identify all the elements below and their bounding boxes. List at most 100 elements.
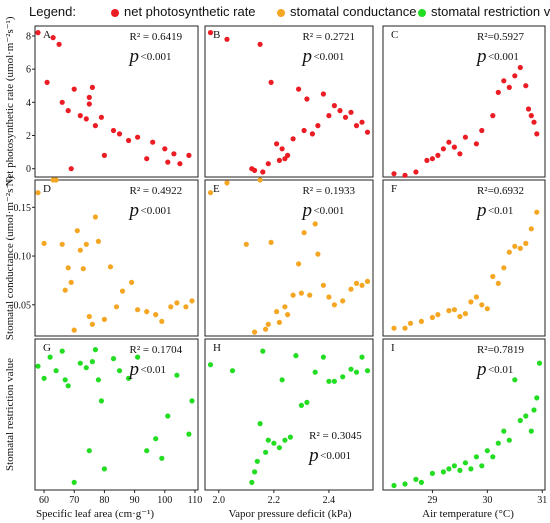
panel-c-point [534,131,540,137]
panel-h-r-squared: R² = 0.3045 [309,430,362,442]
panel-e-point [263,326,269,332]
panel-b-point [265,161,271,167]
panel-g-x-tick-label: 60 [39,495,49,506]
panel-b-p-symbol: p [300,46,312,67]
panel-b-point [252,167,258,173]
panel-i-x-tick-label: 29 [427,495,437,506]
panel-f-point [523,240,529,246]
panel-b-point [224,36,230,42]
panel-a-point [126,137,132,144]
panel-b-point [276,157,282,163]
legend-label-photosynthetic: net photosynthetic rate [124,4,256,19]
panel-f-point [468,299,474,305]
panel-i-point [462,460,468,466]
panel-g-point [135,354,141,360]
panel-e-point [301,230,307,236]
panel-f-point [517,245,523,251]
panel-e-r-squared: R² = 0.1933 [302,185,355,197]
panel-h-point [359,354,365,360]
panel-f-point [534,209,540,215]
panel-h-frame [204,338,374,491]
panel-g-point [41,375,47,381]
panel-i-point [446,466,452,472]
panel-e-point [359,282,365,288]
panel-g-point [165,413,171,419]
panel-h-point [254,458,260,464]
panel-f-point [446,308,452,314]
panel-e-label: E [213,183,220,195]
panel-i-p-value: <0.01 [488,364,513,376]
panel-d-point [189,298,195,304]
y-axis-title-stomatal-restriction: Stomatal restriction value [4,358,16,471]
panel-c-point [462,134,468,140]
panel-g-point [77,360,83,366]
panel-e-point [243,241,249,247]
legend-label-conductance: stomatal conductance [290,4,417,19]
panel-d-point [101,316,107,322]
panel-d-point [80,266,86,272]
panel-d-point [159,318,165,324]
panel-e-point [320,282,326,288]
panel-b-label: B [213,29,220,41]
panel-d-p-value: <0.001 [141,205,172,217]
panel-d-point [129,279,135,285]
panel-f-point [484,306,490,312]
panel-c-point [391,171,397,177]
panel-g-point [71,479,77,485]
legend-marker-photosynthetic [111,9,119,17]
panel-d-point [59,241,65,247]
panel-h-point [331,378,337,384]
panel-g-point [86,448,92,454]
panel-c-point [440,146,446,152]
panel-a-point [165,159,171,165]
panel-g-point [95,377,101,383]
panel-g-x-tick-label: 100 [157,495,172,506]
panel-a-point [92,123,98,129]
panel-f-point [402,325,408,331]
panel-g-point [186,431,192,437]
panel-c-point [457,151,463,157]
panel-h-point [229,368,236,374]
panel-e-point [312,221,318,227]
panel-e-point [348,286,354,292]
panel-d-point [119,288,126,294]
panel-g-point [35,363,41,369]
panel-i-point [473,454,479,460]
x-axis-title-vapor-pressure-deficit: Vapor pressure deficit (kPa) [228,508,351,520]
panel-h-point [348,366,354,372]
panel-a-point [83,116,89,122]
panel-h-point [252,469,258,475]
panel-a-point [110,127,117,134]
panel-g-label: G [43,342,51,354]
panel-a-point [35,29,41,36]
panel-f-p-value: <0.01 [488,205,513,217]
panel-e-p-symbol: p [300,200,312,221]
panel-b-point [301,127,307,134]
panel-b-point [331,103,337,109]
panel-b-point [257,41,263,47]
panel-d-point [86,313,92,320]
panel-f-point [506,249,512,255]
panel-f-r-squared: R²=0.6932 [477,185,524,197]
panel-d-point [68,279,74,285]
panel-i-point [457,467,463,473]
panel-b-point [207,29,214,36]
panel-h-point [271,440,277,446]
panel-e-point [326,294,332,300]
panel-d-point [135,307,141,313]
panel-g-r-squared: R² = 0.1704 [130,344,183,356]
panel-f-frame [382,179,546,337]
panel-a-point [68,166,74,172]
panel-a-point [186,152,192,158]
panel-e-point [364,278,371,284]
panel-a-point [59,99,65,105]
panel-i-point [484,448,490,454]
panel-h-x-tick-label: 2.0 [213,495,226,506]
panel-f-point [501,265,507,271]
panel-h-point [260,348,266,354]
panel-d-point [113,304,120,310]
panel-g-point [92,347,98,353]
panel-e-point [268,239,274,245]
panel-e-point [265,321,271,327]
